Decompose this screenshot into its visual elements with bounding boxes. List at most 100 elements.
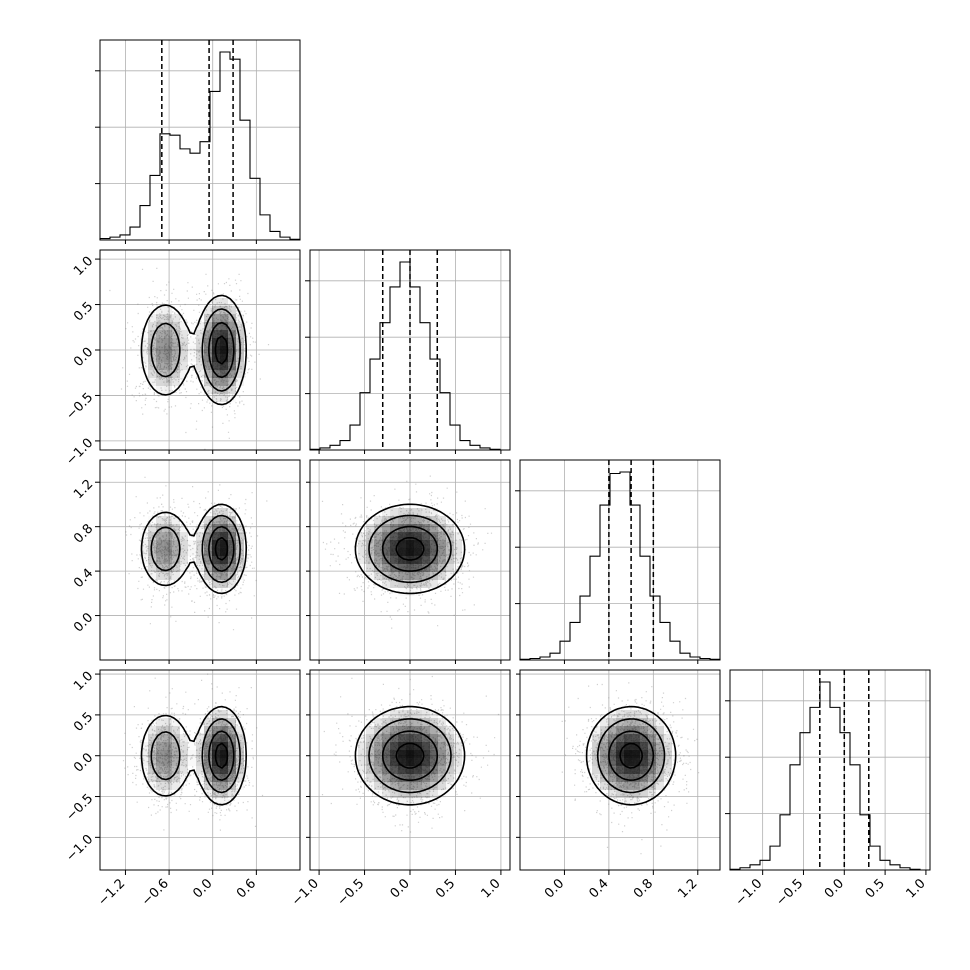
density-cell xyxy=(656,750,664,758)
density-cell xyxy=(438,556,446,564)
y-tick-label-2-2: 0.8 xyxy=(71,521,96,546)
density-cell xyxy=(430,774,438,782)
density-cell xyxy=(156,750,164,758)
density-cell xyxy=(188,742,196,750)
density-cell xyxy=(196,774,204,782)
density-cell xyxy=(164,330,172,338)
density-cell xyxy=(156,718,164,726)
density-cell xyxy=(422,524,430,532)
density-cell xyxy=(220,298,228,306)
density-cell xyxy=(406,516,414,524)
density-cell xyxy=(148,726,156,734)
density-cell xyxy=(220,354,228,362)
density-cell xyxy=(390,734,398,742)
density-cell xyxy=(204,378,212,386)
density-cell xyxy=(438,532,446,540)
density-cell xyxy=(640,790,648,798)
density-cell xyxy=(180,354,188,362)
y-tick-label-1-3: 0.5 xyxy=(71,299,96,324)
density-cell xyxy=(212,718,220,726)
density-cell xyxy=(212,508,220,516)
density-cell xyxy=(414,718,422,726)
density-cell xyxy=(180,322,188,330)
density-cell xyxy=(228,580,236,588)
x-tick-label-3-1: −0.5 xyxy=(773,876,806,909)
density-cell xyxy=(390,524,398,532)
density-cell xyxy=(600,750,608,758)
density-cell xyxy=(608,710,616,718)
density-cell xyxy=(398,782,406,790)
density-cell xyxy=(220,556,228,564)
density-cell xyxy=(212,734,220,742)
density-cell xyxy=(640,782,648,790)
density-cell xyxy=(406,790,414,798)
density-cell xyxy=(220,718,228,726)
contour-level-1 xyxy=(208,321,235,379)
density-cell xyxy=(398,516,406,524)
density-cell xyxy=(438,564,446,572)
density-cell xyxy=(446,726,454,734)
density-cell xyxy=(180,540,188,548)
density-cell xyxy=(164,790,172,798)
density-cell xyxy=(358,548,366,556)
density-cell xyxy=(148,322,156,330)
density-cell xyxy=(390,742,398,750)
density-cell xyxy=(140,338,148,346)
density-cell xyxy=(220,532,228,540)
density-cell xyxy=(212,726,220,734)
density-cell xyxy=(422,556,430,564)
density-cell xyxy=(204,524,212,532)
density-cell xyxy=(422,774,430,782)
density-cell xyxy=(164,782,172,790)
density-cell xyxy=(414,564,422,572)
density-cell xyxy=(148,564,156,572)
density-cell xyxy=(406,572,414,580)
density-cell xyxy=(164,774,172,782)
density-cell xyxy=(358,758,366,766)
density-cell xyxy=(414,516,422,524)
density-cell xyxy=(204,532,212,540)
density-cell xyxy=(164,742,172,750)
density-cell xyxy=(172,726,180,734)
density-cell xyxy=(438,572,446,580)
density-cell xyxy=(228,338,236,346)
density-cell xyxy=(164,370,172,378)
density-cell xyxy=(204,742,212,750)
density-cell xyxy=(616,766,624,774)
density-cell xyxy=(608,742,616,750)
contour-level-0 xyxy=(214,742,229,769)
density-cell xyxy=(414,750,422,758)
density-cell xyxy=(398,766,406,774)
x-tick-label-2-2: 0.8 xyxy=(631,876,656,901)
density-cell xyxy=(600,766,608,774)
density-cell xyxy=(624,782,632,790)
density-cell xyxy=(454,766,462,774)
density-cell xyxy=(180,532,188,540)
density-cell xyxy=(632,710,640,718)
contour-level-2 xyxy=(150,718,241,794)
density-cell xyxy=(584,750,592,758)
x-tick-label-3-2: 0.0 xyxy=(822,876,847,901)
x-tick-label-0-0: −1.2 xyxy=(95,876,128,909)
density-cell xyxy=(406,734,414,742)
marginal-frame-2-2 xyxy=(519,459,721,661)
y-tick-label-1-0: −1.0 xyxy=(63,436,96,469)
density-cell xyxy=(236,734,244,742)
density-cell xyxy=(220,330,228,338)
density-cell xyxy=(414,572,422,580)
density-cell xyxy=(212,378,220,386)
contour-level-3 xyxy=(585,705,677,806)
density-cell xyxy=(220,580,228,588)
density-cell xyxy=(398,710,406,718)
density-cell xyxy=(148,314,156,322)
density-cell xyxy=(374,548,382,556)
density-cell xyxy=(236,314,244,322)
density-cell xyxy=(438,718,446,726)
density-cell xyxy=(422,758,430,766)
histogram-param-0 xyxy=(99,51,301,240)
density-cell xyxy=(180,362,188,370)
scatter-points xyxy=(321,475,493,629)
density-cell xyxy=(406,548,414,556)
density-cell xyxy=(616,710,624,718)
density-cell xyxy=(438,742,446,750)
